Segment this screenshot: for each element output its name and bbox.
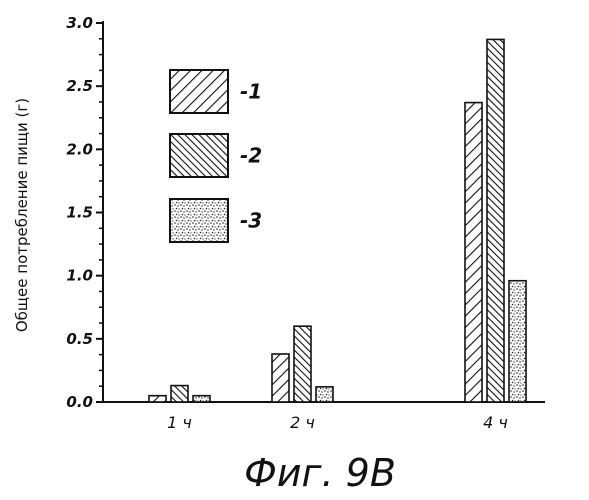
bar-series-1-cat-3 xyxy=(465,103,482,402)
x-category-label: 4 ч xyxy=(483,413,508,432)
bar-series-2-cat-2 xyxy=(294,326,311,402)
bar-series-2-cat-3 xyxy=(487,39,504,402)
legend: -1 -2 -3 xyxy=(170,70,262,242)
x-category-label: 2 ч xyxy=(290,413,315,432)
bar-series-3-cat-1 xyxy=(193,396,210,402)
legend-swatch-2 xyxy=(170,134,228,177)
y-tick-label: 0.0 xyxy=(66,393,93,411)
legend-label-3: -3 xyxy=(240,209,262,233)
y-tick-label: 1.0 xyxy=(66,267,93,285)
y-tick-label: 0.5 xyxy=(66,330,93,348)
x-category-label: 1 ч xyxy=(167,413,192,432)
y-axis-label: Общее потребление пищи (г) xyxy=(13,98,31,332)
y-tick-label: 2.5 xyxy=(66,77,93,95)
figure-caption: Фиг. 9B xyxy=(244,451,396,495)
y-tick-label: 1.5 xyxy=(66,204,93,222)
legend-label-2: -2 xyxy=(240,144,262,168)
bar-series-1-cat-1 xyxy=(149,396,166,402)
y-tick-label: 3.0 xyxy=(66,14,93,32)
bar-series-2-cat-1 xyxy=(171,386,188,402)
bar-series-1-cat-2 xyxy=(272,354,289,402)
legend-swatch-3 xyxy=(170,199,228,242)
legend-label-1: -1 xyxy=(240,80,262,104)
y-tick-label: 2.0 xyxy=(66,140,93,158)
legend-swatch-1 xyxy=(170,70,228,113)
bar-series-3-cat-3 xyxy=(509,281,526,402)
bar-series-3-cat-2 xyxy=(316,387,333,402)
